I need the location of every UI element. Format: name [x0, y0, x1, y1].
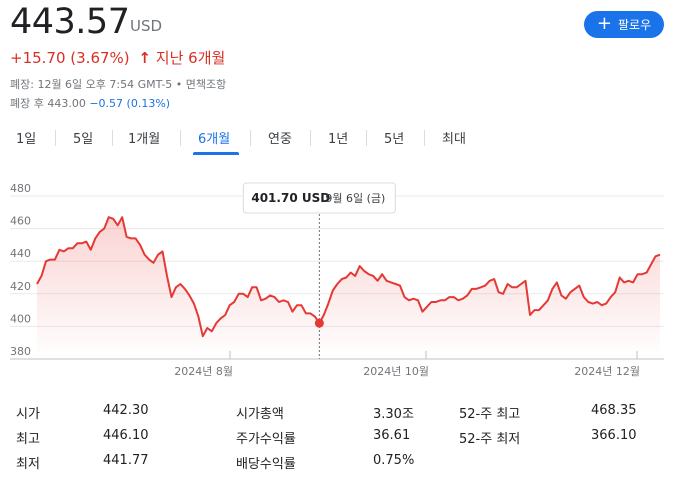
price-tooltip: 401.70 USD 9월 6일 (금): [242, 182, 396, 214]
stat-low-value: 441.77: [103, 453, 149, 468]
tab-divider: [424, 130, 425, 146]
price-area-fill: [37, 217, 660, 359]
stat-pe-value: 36.61: [373, 428, 411, 443]
y-tick-label: 400: [10, 312, 31, 325]
tab-divider: [366, 130, 367, 146]
tooltip-value: 401.70 USD: [251, 191, 330, 205]
follow-button[interactable]: + 팔로우: [584, 11, 664, 38]
stat-market-cap-label: 시가총액: [236, 407, 284, 422]
x-tick-label: 2024년 8월: [174, 365, 233, 378]
tab-divider: [180, 130, 181, 146]
tab-5y[interactable]: 5년: [384, 132, 405, 147]
arrow-up-icon: ↑: [138, 49, 151, 67]
price-line: [36, 216, 661, 338]
follow-button-label: 팔로우: [617, 18, 652, 32]
currency-label: USD: [130, 17, 163, 35]
tab-5d[interactable]: 5일: [73, 132, 94, 147]
x-tick-label: 2024년 10월: [363, 365, 429, 378]
x-tick-label: 2024년 12월: [574, 365, 640, 378]
plus-icon: +: [596, 12, 612, 34]
stat-52w-high-label: 52-주 최고: [459, 407, 521, 422]
after-hours-price: 폐장 후 443.00: [10, 97, 86, 110]
tab-divider: [310, 130, 311, 146]
stat-52w-low-value: 366.10: [591, 428, 637, 443]
stat-high-value: 446.10: [103, 428, 149, 443]
tab-6m[interactable]: 6개월: [198, 132, 231, 147]
tab-divider: [112, 130, 113, 146]
stat-market-cap-value: 3.30조: [373, 407, 414, 422]
y-tick-label: 460: [10, 215, 31, 228]
tab-1d[interactable]: 1일: [16, 132, 37, 147]
stat-pe-label: 주가수익률: [236, 432, 296, 447]
stock-price: 443.57: [10, 2, 130, 42]
stat-low-label: 최저: [16, 457, 40, 472]
y-tick-label: 420: [10, 280, 31, 293]
price-change: +15.70 (3.67%) ↑ 지난 6개월: [10, 47, 225, 68]
tab-ytd[interactable]: 연중: [268, 132, 292, 147]
after-hours-info: 폐장 후 443.00 −0.57 (0.13%): [10, 95, 170, 111]
tab-divider: [55, 130, 56, 146]
tab-1y[interactable]: 1년: [328, 132, 349, 147]
x-axis: 2024년 8월 2024년 10월 2024년 12월: [174, 351, 640, 378]
change-value: +15.70 (3.67%): [10, 49, 130, 67]
tab-divider: [250, 130, 251, 146]
y-tick-label: 440: [10, 247, 31, 260]
range-tabs: 1일 5일 1개월 6개월 연중 1년 5년 최대: [0, 128, 687, 155]
after-hours-change: −0.57 (0.13%): [89, 97, 171, 110]
active-tab-indicator: [193, 152, 239, 155]
y-tick-label: 480: [10, 182, 31, 195]
change-period: 지난 6개월: [155, 49, 226, 67]
stat-open-value: 442.30: [103, 403, 149, 418]
stat-dividend-label: 배당수익률: [236, 457, 296, 472]
y-axis-labels: 480 460 440 420 400 380: [10, 182, 31, 358]
stat-dividend-value: 0.75%: [373, 453, 415, 468]
stat-52w-low-label: 52-주 최저: [459, 432, 521, 447]
market-closed-info: 폐장: 12월 6일 오후 7:54 GMT-5 • 면책조항: [10, 78, 227, 91]
y-tick-label: 380: [10, 345, 31, 358]
stat-52w-high-value: 468.35: [591, 403, 637, 418]
tab-max[interactable]: 최대: [442, 132, 466, 147]
tab-1m[interactable]: 1개월: [128, 132, 161, 147]
hover-point: [314, 318, 324, 328]
stat-high-label: 최고: [16, 432, 40, 447]
tooltip-date: 9월 6일 (금): [325, 191, 385, 205]
stat-open-label: 시가: [16, 407, 40, 422]
